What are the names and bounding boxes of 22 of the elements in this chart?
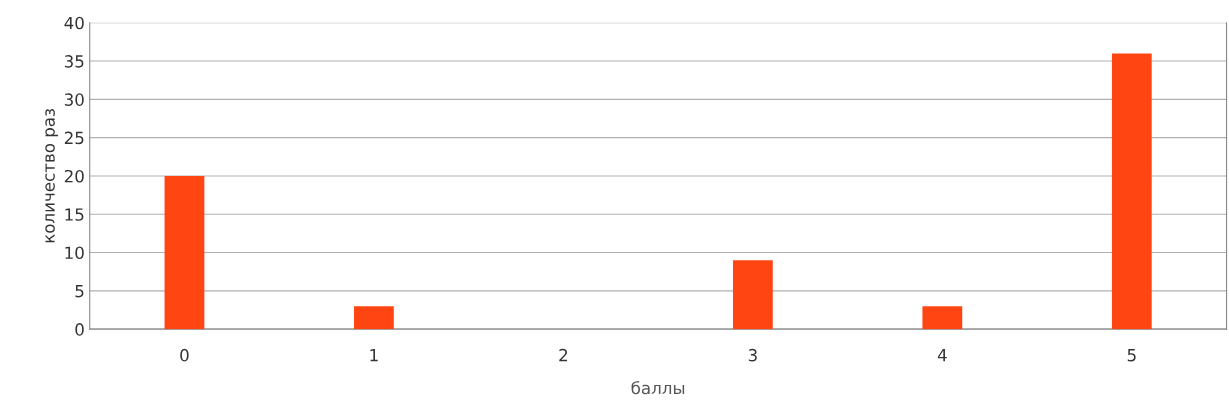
y-tick-label: 40	[64, 16, 84, 30]
y-tick-label: 10	[65, 246, 84, 260]
y-tick-label: 15	[65, 208, 84, 221]
y-tick-label: 30	[64, 93, 84, 106]
y-tick-label: 0	[75, 323, 84, 336]
bar	[354, 306, 394, 330]
x-tick-label: 3	[748, 348, 757, 362]
bar	[922, 306, 963, 330]
x-tick-label: 2	[559, 348, 568, 362]
x-tick-label: 1	[370, 349, 378, 362]
bar	[164, 175, 205, 330]
y-tick-label: 35	[64, 55, 84, 68]
x-axis-title: баллы	[631, 381, 685, 395]
y-tick-label: 20	[64, 169, 84, 183]
y-tick-label: 5	[75, 285, 84, 298]
x-tick-label: 0	[180, 348, 189, 362]
bar	[1111, 53, 1152, 330]
y-axis-title: количество раз	[45, 109, 59, 243]
x-tick-label: 5	[1127, 349, 1136, 362]
x-tick-label: 4	[937, 349, 947, 362]
y-tick-label: 25	[64, 131, 84, 145]
bar	[732, 260, 773, 330]
